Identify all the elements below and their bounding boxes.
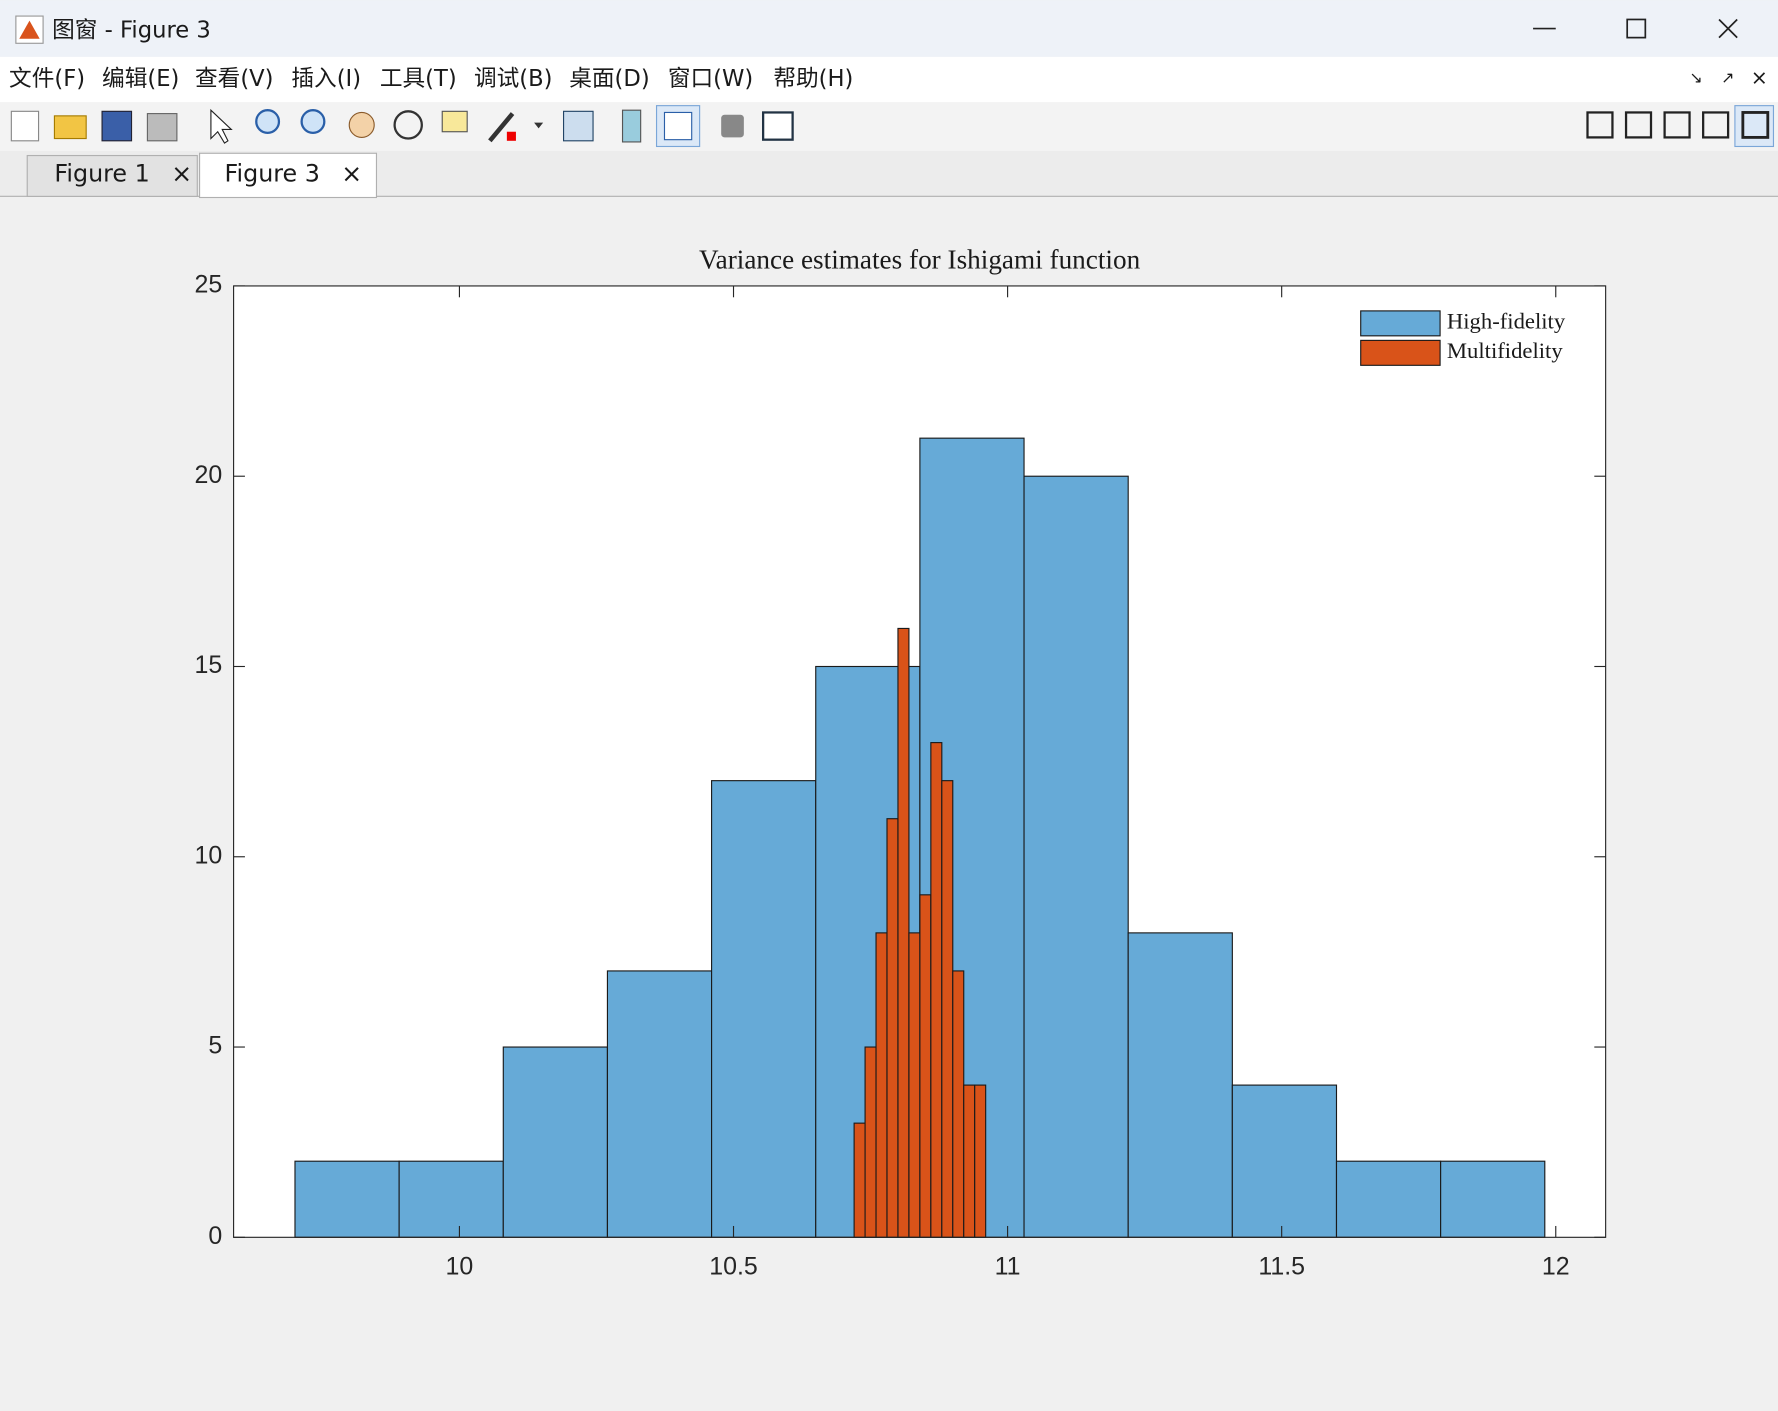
menu-item[interactable]: 窗口(W) xyxy=(668,66,753,92)
bar xyxy=(1335,1160,1442,1238)
menu-item[interactable]: 桌面(D) xyxy=(569,66,649,92)
tool-link[interactable] xyxy=(562,110,594,142)
bar xyxy=(897,627,910,1238)
tool-new[interactable] xyxy=(10,110,40,142)
tool-dropdown[interactable] xyxy=(534,122,544,129)
tool-select[interactable] xyxy=(210,108,233,144)
legend-swatch xyxy=(1360,339,1441,366)
legend-label: Multifidelity xyxy=(1447,338,1563,363)
legend-swatch xyxy=(1360,310,1441,337)
bar xyxy=(711,780,817,1238)
menu-item[interactable]: 编辑(E) xyxy=(102,66,179,92)
menu-item[interactable]: 文件(F) xyxy=(9,66,85,92)
axes-box xyxy=(233,285,1607,1238)
tool-colorbar[interactable] xyxy=(621,109,642,143)
bar xyxy=(1127,932,1233,1238)
tab-close[interactable]: × xyxy=(171,159,192,188)
bar xyxy=(853,1122,866,1238)
close-fig[interactable]: × xyxy=(1751,65,1768,89)
tool-open[interactable] xyxy=(53,115,87,140)
layout-cols[interactable] xyxy=(1624,111,1653,139)
x-tick-label: 11 xyxy=(995,1253,1021,1281)
bar xyxy=(398,1160,504,1238)
menu-item[interactable]: 工具(T) xyxy=(380,66,457,92)
y-tick-label: 20 xyxy=(195,461,223,489)
layout-rows[interactable] xyxy=(1663,111,1691,139)
bar xyxy=(941,780,954,1238)
undock[interactable]: ↘ xyxy=(1690,68,1703,87)
bar xyxy=(908,932,921,1238)
tool-datatip[interactable] xyxy=(441,110,468,133)
y-tick-label: 0 xyxy=(208,1222,222,1250)
tab-3[interactable] xyxy=(199,152,378,199)
bar xyxy=(963,1084,976,1238)
menu-item[interactable]: 调试(B) xyxy=(474,66,553,92)
bar xyxy=(886,818,899,1238)
bar xyxy=(919,894,932,1238)
bar xyxy=(294,1160,400,1238)
tool-save[interactable] xyxy=(101,110,133,142)
tool-rotate[interactable] xyxy=(393,110,423,140)
menu-item[interactable]: 帮助(H) xyxy=(773,66,853,92)
toolbar xyxy=(0,102,1778,152)
bar xyxy=(606,970,713,1238)
y-tick-label: 25 xyxy=(195,271,223,299)
y-tick-label: 10 xyxy=(195,841,223,869)
tab-1[interactable] xyxy=(26,154,198,197)
x-tick-label: 10.5 xyxy=(709,1253,758,1281)
window-title: 图窗 - Figure 3 xyxy=(52,17,211,43)
dock[interactable]: ↗ xyxy=(1721,68,1734,87)
tool-brush-color xyxy=(506,131,516,141)
tool-plot[interactable] xyxy=(762,111,794,141)
menu-bar xyxy=(0,56,1778,103)
bar xyxy=(875,932,888,1238)
chart: Variance estimates for Ishigami function… xyxy=(195,244,1607,1281)
x-tick-label: 10 xyxy=(446,1253,474,1281)
tab-label: Figure 1 xyxy=(54,159,149,187)
maximize[interactable] xyxy=(1626,18,1647,39)
title-bar xyxy=(0,0,1778,57)
legend-label: High-fidelity xyxy=(1447,309,1566,334)
tab-label: Figure 3 xyxy=(225,159,320,187)
toolbar-icons xyxy=(10,105,1775,148)
chart-title: Variance estimates for Ishigami function xyxy=(699,244,1141,274)
bar xyxy=(1231,1084,1338,1238)
tool-zoom-in[interactable] xyxy=(255,109,281,134)
tool-hide[interactable] xyxy=(721,114,744,138)
bar xyxy=(1440,1160,1546,1238)
tool-print[interactable] xyxy=(146,113,178,142)
x-tick-label: 11.5 xyxy=(1258,1253,1305,1281)
y-tick-label: 15 xyxy=(195,651,223,679)
tool-brush[interactable] xyxy=(488,112,515,143)
close[interactable] xyxy=(1718,18,1738,39)
tool-legend xyxy=(663,111,693,141)
menu-item[interactable]: 查看(V) xyxy=(195,66,274,92)
app-icon-logo xyxy=(19,20,40,39)
menu-item[interactable]: 插入(I) xyxy=(291,66,361,92)
bar xyxy=(974,1084,987,1238)
bar xyxy=(1023,475,1129,1238)
layout-grid[interactable] xyxy=(1586,111,1614,139)
bar xyxy=(930,742,943,1238)
x-tick-label: 12 xyxy=(1542,1253,1570,1281)
y-tick-label: 5 xyxy=(208,1032,222,1060)
tab-close[interactable]: × xyxy=(341,159,362,188)
bar xyxy=(502,1046,609,1238)
layout-float[interactable] xyxy=(1702,111,1730,139)
tool-zoom-out[interactable] xyxy=(300,109,326,134)
menu: 文件(F) 编辑(E) 查看(V) 插入(I) 工具(T) 调试(B) 桌面(D) 窗口(W)… xyxy=(9,66,853,92)
tool-pan[interactable] xyxy=(348,111,375,138)
layout-max xyxy=(1741,111,1770,139)
bar xyxy=(864,1046,877,1238)
bar xyxy=(952,970,965,1238)
